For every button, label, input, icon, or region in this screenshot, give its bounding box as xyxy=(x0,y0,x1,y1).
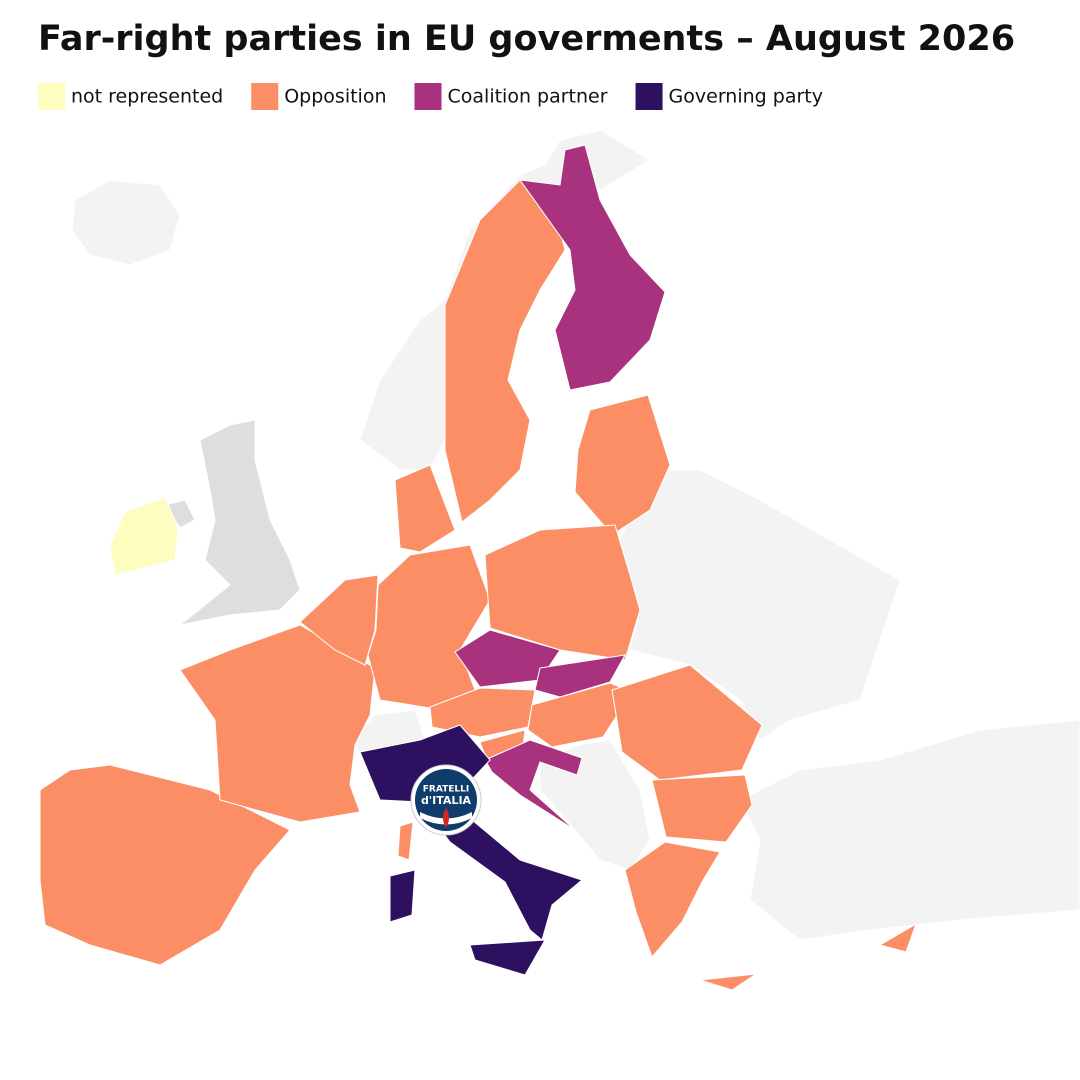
uk xyxy=(164,419,301,626)
legend-swatch xyxy=(635,83,663,110)
logo-text-2: d'ITALIA xyxy=(421,794,472,807)
greece xyxy=(624,841,721,958)
turkey xyxy=(739,719,1080,941)
sardinia xyxy=(389,869,416,923)
slovakia xyxy=(534,654,626,698)
sicily xyxy=(469,939,546,976)
legend-swatch xyxy=(414,83,442,110)
bulgaria xyxy=(651,774,753,843)
western-balkans xyxy=(539,739,651,871)
baltics xyxy=(574,394,671,536)
legend-swatch xyxy=(38,83,65,110)
legend-label: Governing party xyxy=(669,86,823,108)
benelux xyxy=(299,574,379,666)
crete xyxy=(699,973,757,991)
non-eu-land xyxy=(71,129,1080,941)
eastern-europe xyxy=(619,469,901,741)
great-britain xyxy=(179,419,301,626)
legend-swatch xyxy=(251,83,279,110)
france xyxy=(179,624,376,823)
party-logo: FRATELLI d'ITALIA xyxy=(410,764,482,836)
iceland xyxy=(71,179,181,266)
corsica xyxy=(397,821,414,861)
finland xyxy=(518,144,666,391)
legend: not represented Opposition Coalition partn… xyxy=(38,83,823,110)
legend-label: Opposition xyxy=(284,86,386,108)
legend-label: Coalition partner xyxy=(448,86,608,108)
logo-text-1: FRATELLI xyxy=(423,785,469,795)
iberia xyxy=(39,764,291,966)
legend-label: not represented xyxy=(71,86,223,108)
ireland xyxy=(109,496,179,576)
title: Far-right parties in EU goverments – Aug… xyxy=(38,19,1015,59)
cyprus xyxy=(878,922,917,953)
germany xyxy=(367,544,491,709)
eu-countries xyxy=(39,144,917,991)
logo-flame xyxy=(443,808,449,828)
czechia xyxy=(454,629,561,688)
poland xyxy=(484,524,641,661)
sweden xyxy=(444,179,566,523)
romania xyxy=(611,664,763,781)
hungary xyxy=(527,682,633,748)
logo-disc xyxy=(415,769,477,831)
croatia xyxy=(484,739,583,831)
denmark xyxy=(394,464,456,553)
logo-band xyxy=(420,812,472,825)
